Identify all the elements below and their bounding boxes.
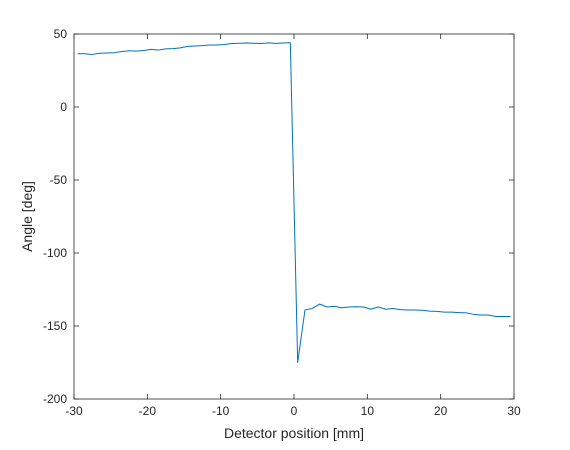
y-tick-label: -50 — [50, 173, 68, 187]
plot-frame — [73, 33, 515, 400]
y-tick-label: 0 — [60, 100, 67, 114]
y-tick-label: -200 — [43, 392, 67, 406]
x-tick-label: 0 — [291, 404, 298, 418]
x-axis-label: Detector position [mm] — [224, 425, 364, 441]
x-tick-label: 10 — [361, 404, 375, 418]
y-tick-label: -100 — [43, 246, 67, 260]
y-tick-label: -150 — [43, 319, 67, 333]
series-line — [77, 42, 511, 363]
x-tick-label: -30 — [65, 404, 83, 418]
y-axis-label: Angle [deg] — [19, 181, 35, 252]
y-tick-label: 50 — [54, 27, 68, 41]
x-tick-label: 20 — [434, 404, 448, 418]
x-tick-label: -20 — [139, 404, 157, 418]
x-tick-label: 30 — [507, 404, 521, 418]
data-series — [77, 42, 511, 363]
x-tick-label: -10 — [212, 404, 230, 418]
